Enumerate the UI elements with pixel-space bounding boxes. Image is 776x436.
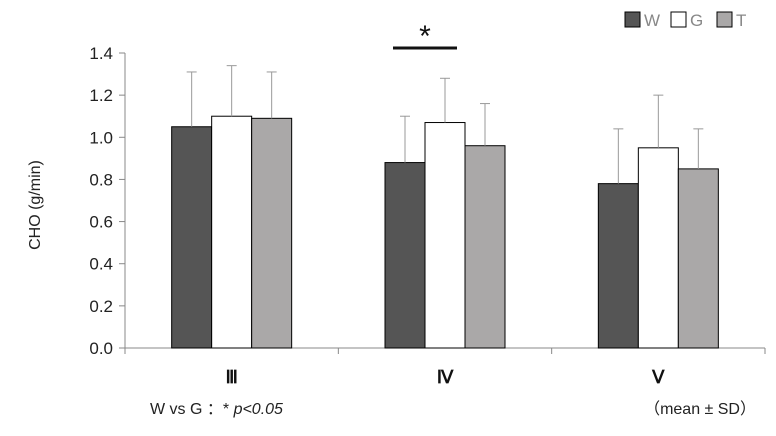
bar-G-1 <box>211 115 253 349</box>
bar-W-2 <box>384 162 426 349</box>
legend-swatch-T <box>716 11 733 28</box>
significance-marker: * <box>393 20 457 53</box>
bar-W-1 <box>171 126 213 349</box>
significance-star: * <box>419 20 431 53</box>
x-axis: Ⅲ Ⅳ Ⅴ <box>124 347 766 387</box>
y-tick-label: 0.6 <box>89 213 113 232</box>
x-category-label: Ⅴ <box>651 367 665 387</box>
y-tick-label: 1.0 <box>89 128 113 147</box>
y-tick-label: 0.4 <box>89 255 113 274</box>
y-tick-label: 1.4 <box>89 44 113 63</box>
bar-G-2 <box>424 122 466 349</box>
bar-W-3 <box>597 183 639 349</box>
legend-label-T: T <box>736 11 746 30</box>
bar-T-3 <box>677 168 719 349</box>
significance-note: W vs G ：* p<0.05 <box>150 401 283 418</box>
y-axis-label: CHO (g/min) <box>27 160 44 250</box>
y-tick-label: 0.2 <box>89 297 113 316</box>
y-tick-label: 0.8 <box>89 170 113 189</box>
mean-sd-note: （mean ± SD） <box>644 400 756 418</box>
x-category-label: Ⅲ <box>225 367 237 387</box>
y-tick-label: 1.2 <box>89 86 113 105</box>
error-bars <box>186 65 704 184</box>
legend-label-G: G <box>690 11 703 30</box>
significance-note-text: W vs G ：* <box>150 401 234 418</box>
y-axis: 0.0 0.2 0.4 0.6 0.8 1.0 1.2 1.4 <box>89 44 126 358</box>
bars <box>171 115 719 349</box>
y-tick-label: 0.0 <box>89 339 113 358</box>
legend-swatch-G <box>670 11 687 28</box>
bar-T-2 <box>464 145 506 349</box>
legend-label-W: W <box>644 11 660 30</box>
legend-swatch-W <box>624 11 641 28</box>
bar-G-3 <box>637 147 679 349</box>
significance-note-p: p<0.05 <box>233 401 283 418</box>
bar-T-1 <box>251 117 293 349</box>
x-category-label: Ⅳ <box>437 367 454 387</box>
